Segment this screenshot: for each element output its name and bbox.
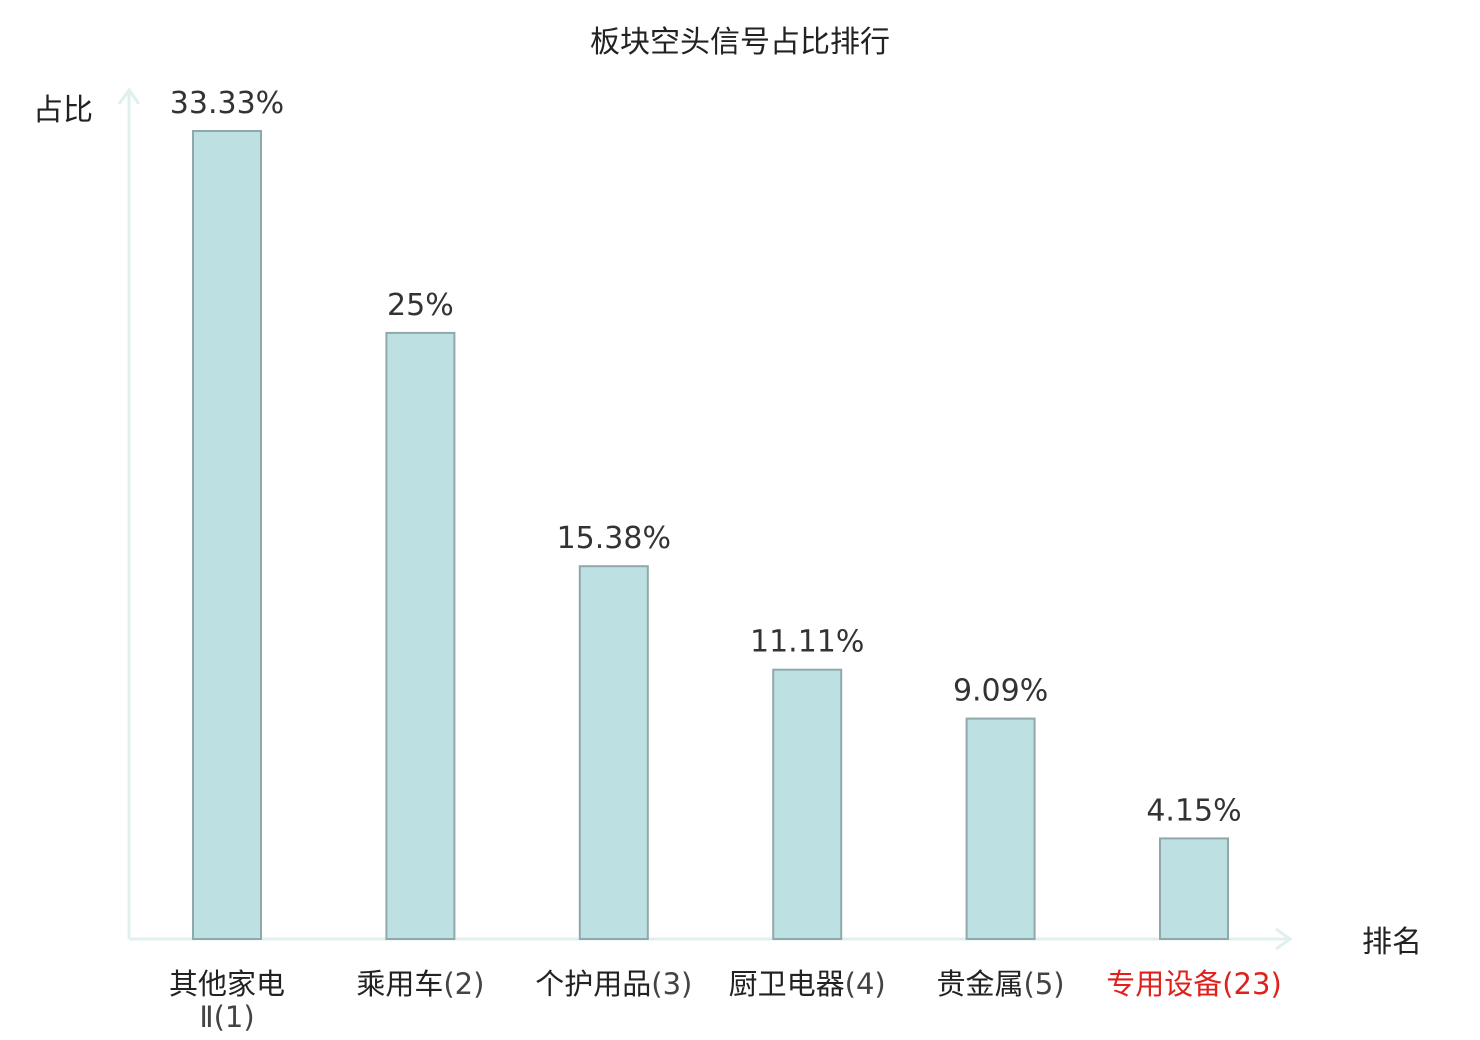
bars-group [192, 130, 1229, 941]
x-axis-arrow [1275, 927, 1293, 951]
category-name: 乘用车 [356, 967, 443, 1001]
category-rank: (4) [845, 967, 886, 1001]
category-name-line2: Ⅱ [199, 1000, 213, 1034]
bar [578, 565, 649, 940]
bar [385, 331, 456, 940]
chart-title: 板块空头信号占比排行 [590, 25, 890, 60]
category-label: 其他家电 Ⅱ(1) [169, 967, 285, 1034]
category-rank: (1) [214, 1000, 255, 1034]
bar [1159, 837, 1229, 941]
category-name: 其他家电 [169, 967, 285, 1001]
category-name: 专用设备 [1106, 967, 1222, 1001]
category-rank: (3) [651, 967, 692, 1001]
category-label: 专用设备(23) [1106, 967, 1282, 1001]
value-labels-group: 33.33% 25% 15.38% 11.11% 9.09% 4.15% [170, 86, 1242, 828]
value-label: 25% [387, 288, 454, 323]
category-labels-group: 其他家电 Ⅱ(1)乘用车(2) 个护用品(3) 厨卫电器(4) 贵金属(5) 专用设备(2… [169, 967, 1282, 1034]
axes [117, 87, 1293, 951]
value-label: 33.33% [170, 86, 284, 121]
value-label: 15.38% [557, 521, 671, 556]
x-axis-label: 排名 [1362, 925, 1422, 960]
category-label: 贵金属(5) [937, 967, 1065, 1001]
bar [965, 717, 1036, 940]
category-rank: (5) [1024, 967, 1065, 1001]
y-axis-label: 占比 [33, 93, 93, 128]
y-axis-arrow [117, 87, 141, 105]
category-rank: (23) [1222, 967, 1282, 1001]
bar [772, 668, 843, 940]
category-name: 个护用品 [535, 967, 651, 1001]
category-name: 贵金属 [937, 967, 1024, 1001]
category-rank: (2) [443, 967, 484, 1001]
bar [192, 130, 262, 940]
category-label: 乘用车(2) [356, 967, 484, 1001]
category-label: 厨卫电器(4) [729, 967, 886, 1001]
value-label: 4.15% [1146, 793, 1241, 828]
value-label: 11.11% [750, 625, 864, 660]
category-name: 厨卫电器 [729, 967, 845, 1001]
category-label: 个护用品(3) [535, 967, 692, 1001]
value-label: 9.09% [953, 674, 1048, 709]
